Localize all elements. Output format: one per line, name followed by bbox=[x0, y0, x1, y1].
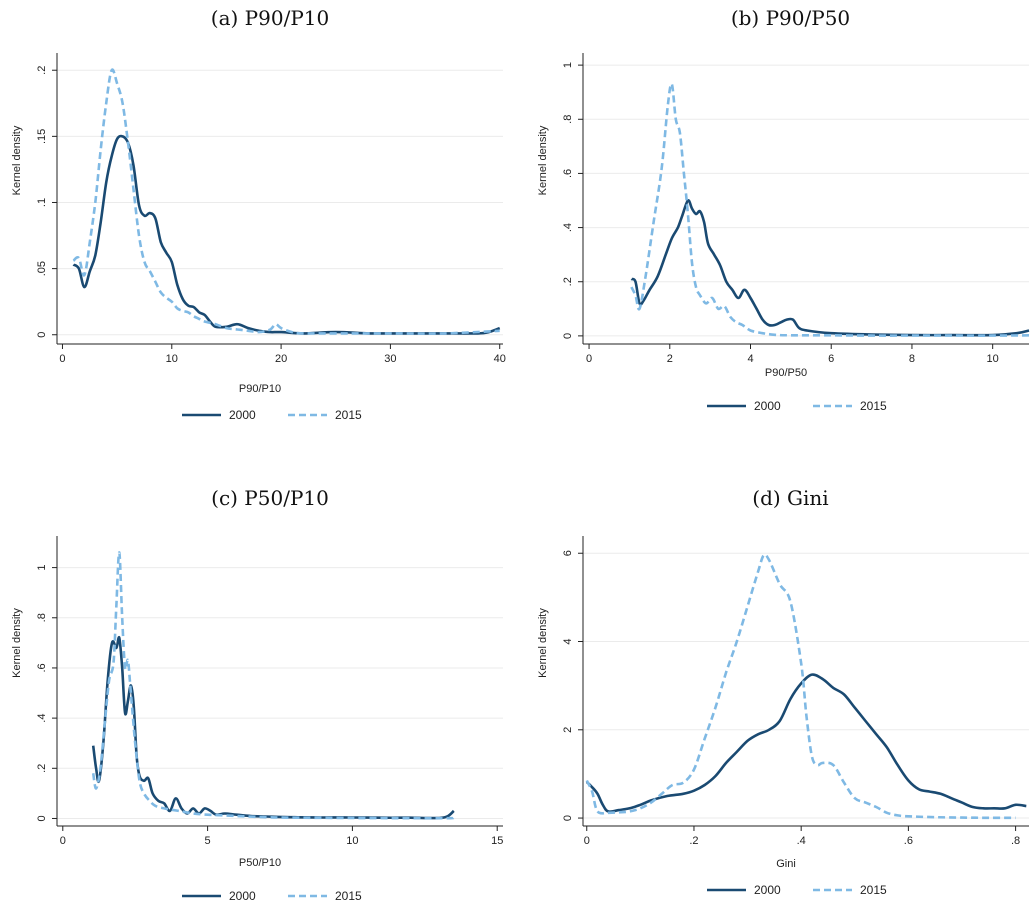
x-tick-label: .2 bbox=[689, 835, 698, 847]
series-line-2015 bbox=[585, 553, 1016, 820]
y-tick-label: .4 bbox=[36, 714, 48, 723]
x-tick-label: 10 bbox=[346, 835, 358, 847]
chart-panel-d: (d) Gini 0 2 4 6 0 .2 .4 .6 .8 Gini Kernel density… bbox=[520, 480, 1031, 911]
x-tick-label: 40 bbox=[494, 353, 506, 365]
x-tick-label: .6 bbox=[904, 835, 913, 847]
legend-label-2015: 2015 bbox=[335, 889, 362, 903]
x-tick-label: 4 bbox=[747, 353, 753, 365]
series-line-2015 bbox=[630, 82, 1030, 337]
y-tick-label: 0 bbox=[562, 333, 574, 339]
x-axis-label: P50/P10 bbox=[239, 857, 281, 869]
x-axis-label: Gini bbox=[776, 858, 796, 870]
y-tick-label: 2 bbox=[562, 727, 574, 733]
legend-label-2015: 2015 bbox=[860, 399, 887, 413]
y-tick-label: .4 bbox=[562, 223, 574, 232]
y-tick-label: .8 bbox=[36, 613, 48, 622]
y-tick-label: 1 bbox=[36, 565, 48, 571]
x-tick-label: 10 bbox=[987, 353, 999, 365]
x-tick-label: .8 bbox=[1011, 835, 1020, 847]
series-line-2015 bbox=[72, 68, 500, 335]
chart-panel-a: (a) P90/P10 0 .05 .1 .15 .2 0 10 20 30 40 P90/P10 K… bbox=[0, 0, 520, 440]
chart-title: (c) P50/P10 bbox=[211, 486, 329, 510]
legend-label-2015: 2015 bbox=[860, 883, 887, 897]
x-tick-label: 0 bbox=[60, 835, 66, 847]
x-tick-label: 30 bbox=[384, 353, 396, 365]
chart-a-svg: 0 .05 .1 .15 .2 0 10 20 30 40 P90/P10 Kernel densit… bbox=[11, 53, 506, 422]
y-tick-label: .2 bbox=[36, 66, 48, 75]
y-tick-label: 0 bbox=[36, 815, 48, 821]
y-axis-label: Kernel density bbox=[11, 608, 23, 678]
x-tick-label: 0 bbox=[59, 353, 65, 365]
x-axis-label: P90/P50 bbox=[765, 367, 807, 379]
series-line-2015 bbox=[91, 551, 455, 820]
chart-title: (b) P90/P50 bbox=[730, 6, 851, 30]
y-tick-label: 6 bbox=[562, 550, 574, 556]
series-line-2000 bbox=[72, 134, 501, 335]
y-tick-label: .1 bbox=[36, 198, 48, 207]
x-axis-label: P90/P10 bbox=[239, 383, 281, 395]
series-line-2000 bbox=[630, 199, 1030, 337]
legend-label-2000: 2000 bbox=[754, 399, 781, 413]
x-tick-label: 6 bbox=[828, 353, 834, 365]
y-tick-label: .8 bbox=[562, 115, 574, 124]
x-tick-label: 10 bbox=[166, 353, 178, 365]
chart-title: (a) P90/P10 bbox=[210, 6, 330, 30]
x-tick-label: 0 bbox=[584, 835, 590, 847]
chart-panel-b: (b) P90/P50 0.2.4.6.8 1 0 2 4 6 8 10 P90/P50 Kern… bbox=[520, 0, 1031, 440]
legend-label-2000: 2000 bbox=[229, 889, 256, 903]
chart-title: (d) Gini bbox=[752, 486, 829, 510]
series-line-2000 bbox=[585, 673, 1027, 813]
x-tick-label: 15 bbox=[491, 835, 503, 847]
y-tick-label: .6 bbox=[36, 663, 48, 672]
y-tick-label: 0 bbox=[562, 815, 574, 821]
y-axis-label: Kernel density bbox=[537, 608, 549, 678]
x-tick-label: 0 bbox=[586, 353, 592, 365]
y-axis-label: Kernel density bbox=[11, 125, 23, 195]
y-tick-label: .15 bbox=[36, 129, 48, 144]
x-tick-label: 8 bbox=[909, 353, 915, 365]
legend-label-2000: 2000 bbox=[229, 408, 256, 422]
legend-label-2000: 2000 bbox=[754, 883, 781, 897]
y-tick-label: .2 bbox=[36, 764, 48, 773]
series-line-2000 bbox=[91, 635, 455, 820]
y-tick-label: .6 bbox=[562, 169, 574, 178]
y-tick-label: .2 bbox=[562, 277, 574, 286]
y-tick-label: 0 bbox=[36, 332, 48, 338]
chart-d-svg: 0 2 4 6 0 .2 .4 .6 .8 Gini Kernel density 2000 2015 bbox=[537, 536, 1029, 897]
x-tick-label: 2 bbox=[667, 353, 673, 365]
y-axis-label: Kernel density bbox=[537, 125, 549, 195]
y-tick-label: 4 bbox=[562, 638, 574, 644]
legend-label-2015: 2015 bbox=[335, 408, 362, 422]
x-tick-label: 5 bbox=[205, 835, 211, 847]
chart-panel-c: (c) P50/P10 0.2.4.6.8 1 0 5 10 15 P50/P10 Kerne… bbox=[0, 480, 520, 911]
y-tick-label: 1 bbox=[562, 62, 574, 68]
y-tick-label: .05 bbox=[36, 261, 48, 276]
x-tick-label: 20 bbox=[275, 353, 287, 365]
x-tick-label: .4 bbox=[797, 835, 806, 847]
